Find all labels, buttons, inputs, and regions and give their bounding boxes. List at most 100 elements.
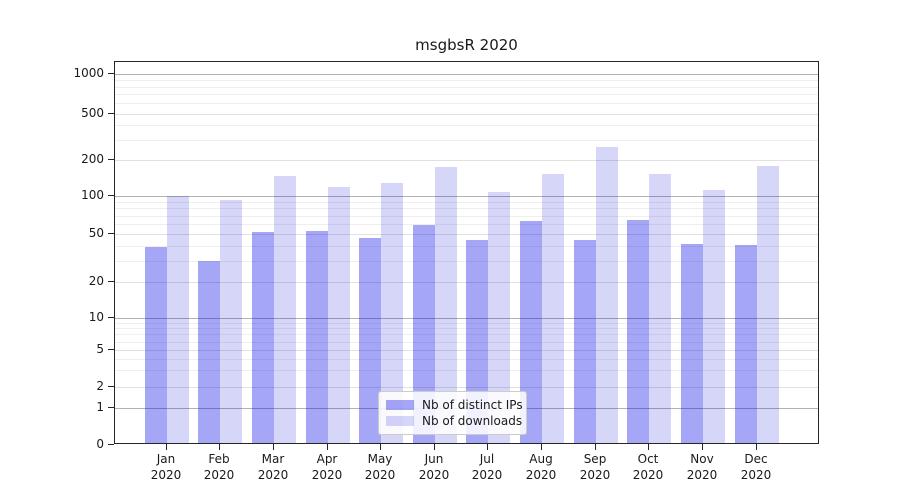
legend-swatch-distinct-ips xyxy=(386,400,414,410)
y-tick-10 xyxy=(108,317,114,318)
bar-downloads-apr xyxy=(327,186,350,443)
y-tick-label-100: 100 xyxy=(81,188,104,202)
x-tick-sep xyxy=(595,444,596,450)
x-tick-label-jan: Jan 2020 xyxy=(150,452,182,482)
x-tick-label-mar: Mar 2020 xyxy=(257,452,289,482)
gridline-200 xyxy=(115,160,818,161)
gridline-60 xyxy=(115,224,818,225)
gridline-70 xyxy=(115,216,818,217)
x-tick-dec xyxy=(756,444,757,450)
bar-downloads-aug xyxy=(542,173,565,443)
legend: Nb of distinct IPs Nb of downloads xyxy=(378,391,527,435)
legend-label-downloads: Nb of downloads xyxy=(422,414,523,428)
x-tick-label-nov: Nov 2020 xyxy=(686,452,718,482)
gridline-4 xyxy=(115,359,818,360)
gridline-90 xyxy=(115,202,818,203)
bar-downloads-jun xyxy=(434,167,457,443)
x-tick-may xyxy=(380,444,381,450)
x-tick-label-aug: Aug 2020 xyxy=(525,452,557,482)
bar-distinct-ips-nov xyxy=(681,243,703,443)
gridline-500 xyxy=(115,114,818,115)
gridline-5 xyxy=(115,350,818,351)
x-tick-jan xyxy=(166,444,167,450)
x-tick-jul xyxy=(487,444,488,450)
bar-downloads-sep xyxy=(595,146,618,443)
y-tick-label-50: 50 xyxy=(88,226,104,240)
x-tick-feb xyxy=(219,444,220,450)
plot-area xyxy=(114,61,819,444)
y-tick-200 xyxy=(108,159,114,160)
bar-distinct-ips-mar xyxy=(251,232,274,443)
gridline-700 xyxy=(115,94,818,95)
gridline-40 xyxy=(115,246,818,247)
x-tick-label-apr: Apr 2020 xyxy=(311,452,343,482)
y-tick-5 xyxy=(108,349,114,350)
x-tick-apr xyxy=(327,444,328,450)
gridline-9 xyxy=(115,323,818,324)
bar-distinct-ips-oct xyxy=(627,219,650,443)
x-tick-aug xyxy=(541,444,542,450)
bar-downloads-mar xyxy=(273,175,296,443)
legend-item-downloads: Nb of downloads xyxy=(386,413,522,429)
gridline-800 xyxy=(115,87,818,88)
gridline-20 xyxy=(115,282,818,283)
x-tick-mar xyxy=(273,444,274,450)
bar-distinct-ips-jun xyxy=(412,225,435,443)
gridline-50 xyxy=(115,234,818,235)
bar-downloads-oct xyxy=(649,174,672,443)
bar-distinct-ips-feb xyxy=(198,260,221,443)
y-tick-1 xyxy=(108,407,114,408)
x-tick-label-oct: Oct 2020 xyxy=(632,452,664,482)
y-tick-label-10: 10 xyxy=(88,310,104,324)
bar-downloads-jul xyxy=(488,192,511,443)
gridline-80 xyxy=(115,208,818,209)
y-tick-1000 xyxy=(108,73,114,74)
x-tick-jun xyxy=(434,444,435,450)
bar-downloads-nov xyxy=(703,189,725,443)
y-tick-2 xyxy=(108,386,114,387)
x-tick-nov xyxy=(702,444,703,450)
bar-distinct-ips-jan xyxy=(144,246,167,443)
bar-downloads-dec xyxy=(756,165,779,443)
legend-swatch-downloads xyxy=(386,416,414,426)
legend-label-distinct-ips: Nb of distinct IPs xyxy=(422,398,523,412)
y-tick-label-0: 0 xyxy=(96,437,104,451)
y-tick-label-20: 20 xyxy=(88,274,104,288)
x-tick-label-may: May 2020 xyxy=(364,452,396,482)
gridline-100 xyxy=(115,196,818,197)
y-tick-0 xyxy=(108,444,114,445)
gridline-2 xyxy=(115,387,818,388)
gridline-6 xyxy=(115,342,818,343)
bar-downloads-may xyxy=(381,182,404,443)
gridline-3 xyxy=(115,370,818,371)
x-tick-label-dec: Dec 2020 xyxy=(740,452,772,482)
y-tick-20 xyxy=(108,281,114,282)
x-tick-label-sep: Sep 2020 xyxy=(579,452,611,482)
y-tick-label-2: 2 xyxy=(96,379,104,393)
gridline-900 xyxy=(115,80,818,81)
y-tick-100 xyxy=(108,195,114,196)
bar-distinct-ips-may xyxy=(359,237,382,443)
gridline-10 xyxy=(115,318,818,319)
chart-title: msgbsR 2020 xyxy=(415,36,518,54)
y-tick-label-1000: 1000 xyxy=(73,66,104,80)
gridline-30 xyxy=(115,261,818,262)
gridline-400 xyxy=(115,125,818,126)
bar-distinct-ips-dec xyxy=(734,245,757,443)
bar-distinct-ips-apr xyxy=(305,231,328,443)
bar-distinct-ips-sep xyxy=(573,240,596,443)
bar-downloads-jan xyxy=(166,195,189,443)
y-tick-label-1: 1 xyxy=(96,400,104,414)
y-tick-500 xyxy=(108,113,114,114)
y-tick-label-500: 500 xyxy=(81,106,104,120)
y-tick-50 xyxy=(108,233,114,234)
gridline-7 xyxy=(115,334,818,335)
y-tick-label-5: 5 xyxy=(96,342,104,356)
x-tick-label-jul: Jul 2020 xyxy=(471,452,503,482)
x-tick-label-feb: Feb 2020 xyxy=(203,452,235,482)
x-tick-label-jun: Jun 2020 xyxy=(418,452,450,482)
y-tick-label-200: 200 xyxy=(81,152,104,166)
gridline-1000 xyxy=(115,74,818,75)
gridline-600 xyxy=(115,103,818,104)
